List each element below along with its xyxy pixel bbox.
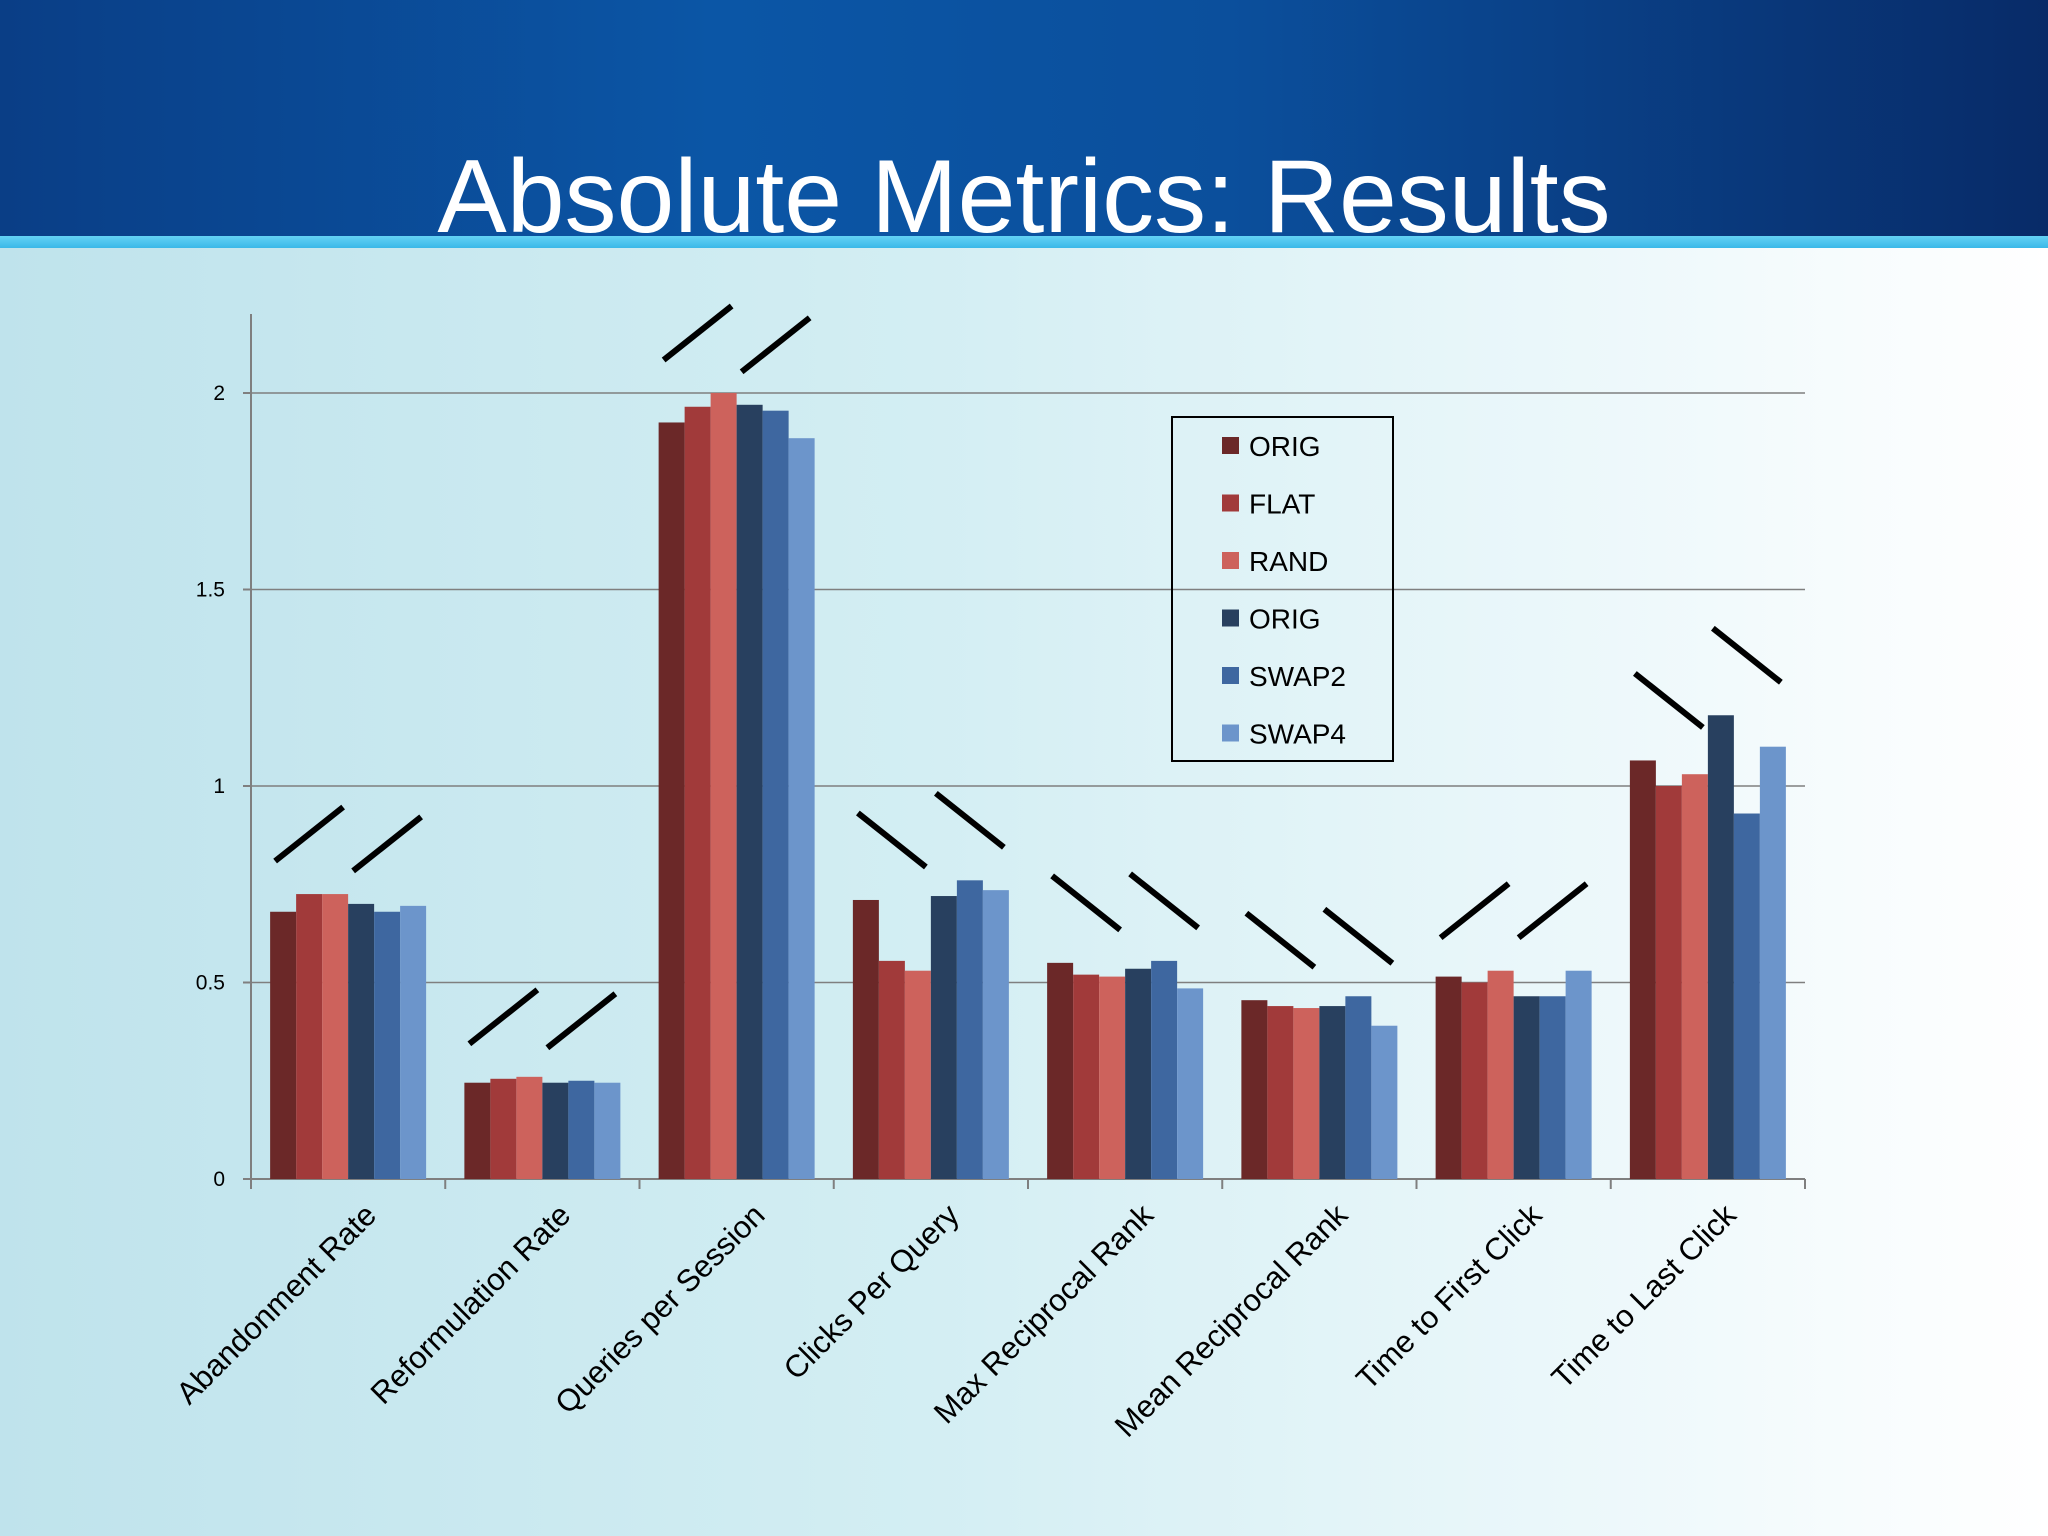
bar xyxy=(490,1078,517,1179)
bar xyxy=(1487,970,1514,1179)
bar xyxy=(348,903,375,1179)
trend-mark xyxy=(1438,881,1511,941)
bar xyxy=(1151,960,1178,1179)
legend-label: SWAP4 xyxy=(1249,719,1346,750)
trend-mark xyxy=(1633,671,1705,730)
bar xyxy=(1293,1008,1320,1179)
bar xyxy=(1371,1025,1398,1179)
bar xyxy=(1177,988,1204,1179)
bar xyxy=(1435,976,1462,1179)
bar xyxy=(542,1082,569,1179)
bar xyxy=(982,890,1009,1179)
bar xyxy=(1513,996,1540,1179)
bar xyxy=(930,896,957,1179)
y-tick-label: 1.5 xyxy=(196,579,225,602)
trend-mark xyxy=(1244,910,1317,970)
bar xyxy=(1125,968,1152,1179)
y-tick-label: 1 xyxy=(213,775,225,798)
y-tick-label: 0.5 xyxy=(196,972,225,995)
legend-label: FLAT xyxy=(1249,489,1315,520)
x-tick-label: Time to First Click xyxy=(1349,1197,1549,1397)
bar xyxy=(904,970,931,1179)
bar xyxy=(1681,774,1708,1179)
legend-box xyxy=(1171,416,1394,762)
bar xyxy=(1707,715,1734,1179)
bar xyxy=(270,911,297,1179)
legend-label: ORIG xyxy=(1249,431,1321,462)
slide-title: Absolute Metrics: Results xyxy=(437,138,1611,255)
bar xyxy=(322,894,349,1179)
trend-mark xyxy=(1050,873,1122,933)
x-tick-label: Abandonment Rate xyxy=(169,1197,383,1411)
bar xyxy=(1759,746,1786,1179)
bar xyxy=(374,911,401,1179)
bar xyxy=(956,880,983,1179)
bar xyxy=(516,1076,543,1179)
legend-label: RAND xyxy=(1249,546,1328,577)
gridlines xyxy=(251,392,1805,984)
legend-swatch xyxy=(1222,609,1239,627)
trend-mark xyxy=(934,790,1006,850)
bar xyxy=(1461,982,1488,1179)
trend-mark xyxy=(1516,881,1589,941)
trend-mark xyxy=(1322,906,1395,966)
y-tick-label: 0 xyxy=(213,1168,225,1191)
bar xyxy=(296,894,323,1179)
x-tick-label: Time to Last Click xyxy=(1545,1197,1743,1395)
bar xyxy=(1655,786,1682,1179)
legend-swatch xyxy=(1222,494,1239,512)
bar xyxy=(1539,996,1566,1179)
bar xyxy=(762,410,789,1179)
legend-swatch xyxy=(1222,437,1239,454)
bar xyxy=(1733,813,1760,1179)
x-tick-label: Queries per Session xyxy=(548,1197,771,1420)
trend-mark xyxy=(351,814,423,874)
bar xyxy=(736,404,763,1179)
bar xyxy=(852,899,879,1179)
trend-mark xyxy=(1711,625,1783,685)
legend-label: SWAP2 xyxy=(1249,661,1346,692)
trend-mark xyxy=(661,303,734,363)
trend-mark xyxy=(273,804,345,864)
x-tick-label: Clicks Per Query xyxy=(777,1197,967,1387)
x-tick-label: Max Reciprocal Rank xyxy=(927,1197,1160,1430)
bar xyxy=(684,406,711,1179)
legend: ORIG FLAT RAND ORIG SWAP2 SWAP4 xyxy=(1171,416,1394,762)
bar xyxy=(568,1080,595,1179)
legend-swatch xyxy=(1222,724,1239,742)
bar xyxy=(1319,1006,1346,1179)
y-tick-labels: 0 0.5 1 1.5 2 xyxy=(196,382,225,1191)
bar xyxy=(400,905,427,1179)
bar xyxy=(788,438,815,1179)
bar xyxy=(464,1082,491,1179)
bar xyxy=(1345,996,1372,1179)
bar xyxy=(1241,1000,1268,1179)
bar xyxy=(1073,974,1100,1179)
bar xyxy=(1099,976,1126,1179)
bar xyxy=(594,1082,621,1179)
bar xyxy=(1565,970,1592,1179)
bar xyxy=(1047,962,1074,1179)
trend-mark xyxy=(467,987,540,1047)
y-tick-label: 2 xyxy=(213,382,225,405)
legend-swatch xyxy=(1222,552,1239,569)
bar xyxy=(658,422,685,1180)
bar xyxy=(878,960,905,1179)
trend-mark xyxy=(1128,871,1200,931)
trend-mark xyxy=(545,991,618,1051)
bar xyxy=(1629,760,1656,1179)
bar xyxy=(710,393,737,1179)
trend-mark xyxy=(856,810,928,870)
bar xyxy=(1267,1006,1294,1179)
trend-mark xyxy=(739,315,812,375)
legend-swatch xyxy=(1222,667,1239,684)
x-tick-label: Reformulation Rate xyxy=(364,1197,578,1411)
banner-stripe xyxy=(0,236,2048,248)
legend-label: ORIG xyxy=(1249,604,1321,635)
title-banner xyxy=(0,0,2048,236)
trend-marks xyxy=(273,303,1783,1051)
bars xyxy=(270,393,1786,1180)
